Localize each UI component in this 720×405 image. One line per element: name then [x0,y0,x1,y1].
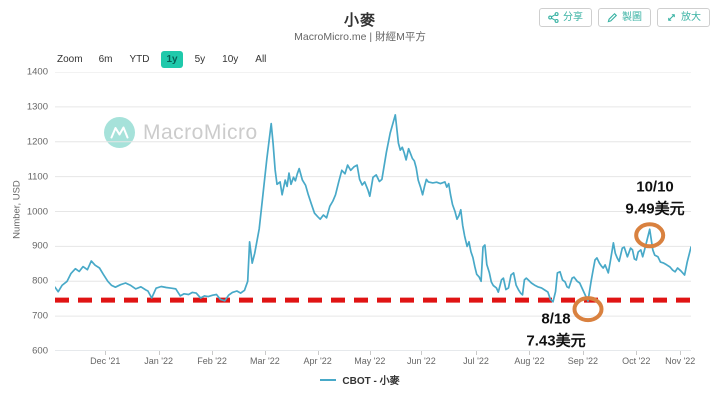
x-tick-label: Aug '22 [514,356,545,366]
range-button-6m[interactable]: 6m [98,54,113,65]
range-button-ytd[interactable]: YTD [129,54,150,65]
plot-area[interactable] [55,72,691,351]
x-tick-label: Feb '22 [197,356,227,366]
zoom-in-button[interactable]: 放大 [657,8,710,27]
x-tick-label: Jun '22 [406,356,436,366]
share-button[interactable]: 分享 [539,8,592,27]
share-icon [548,12,559,23]
x-tick-mark [421,351,423,355]
range-button-10y[interactable]: 10y [222,54,239,65]
x-tick-mark [317,351,319,355]
x-tick-mark [105,351,107,355]
x-tick-label: Mar '22 [250,356,280,366]
range-selector-label: Zoom [57,54,83,65]
share-button-label: 分享 [563,11,583,23]
x-tick-label: May '22 [354,356,386,366]
range-selector: Zoom 6m YTD 1y 5y 10y All [57,51,271,68]
x-tick-mark [636,351,638,355]
x-tick-label: Oct '22 [622,356,651,366]
y-tick-label: 900 [32,240,48,252]
x-tick-mark [582,351,584,355]
price-line-chart [55,72,691,351]
x-tick-label: Dec '21 [90,356,121,366]
x-tick-label: Jan '22 [144,356,174,366]
y-tick-label: 1100 [27,171,48,183]
legend-line-swatch [320,378,337,381]
zoom-in-button-label: 放大 [681,11,701,23]
range-button-1y[interactable]: 1y [161,51,183,68]
page-title: 小麥 [343,12,376,29]
y-tick-label: 1400 [26,66,48,78]
y-tick-label: 600 [32,345,48,357]
x-tick-label: Apr '22 [303,356,332,366]
x-tick-mark [476,351,478,355]
x-tick-mark [158,351,160,355]
y-tick-label: 800 [32,275,48,287]
y-tick-label: 1200 [26,136,48,148]
chart-subtitle: MacroMicro.me | 財經M平方 [294,31,426,43]
legend: CBOT - 小麥 [0,372,720,387]
expand-icon [666,12,677,23]
x-tick-mark [264,351,266,355]
draw-button[interactable]: 製圖 [598,8,651,27]
x-tick-label: Nov '22 [665,356,696,366]
chart-toolbar: 分享 製圖 放大 [539,8,710,27]
y-tick-label: 1000 [26,206,48,217]
range-button-5y[interactable]: 5y [194,54,206,65]
pencil-icon [607,12,618,23]
x-tick-mark [212,351,214,355]
x-tick-mark [369,351,371,355]
y-tick-label: 700 [32,310,48,322]
x-tick-label: Jul '22 [463,356,489,366]
range-button-all[interactable]: All [255,54,267,65]
legend-item-cbot-wheat[interactable]: CBOT - 小麥 [320,372,400,387]
y-tick-label: 1300 [26,101,48,113]
draw-button-label: 製圖 [622,11,642,23]
x-tick-mark [529,351,531,355]
legend-label: CBOT - 小麥 [342,376,400,387]
x-tick-mark [680,351,682,355]
x-tick-label: Sep '22 [567,356,598,366]
